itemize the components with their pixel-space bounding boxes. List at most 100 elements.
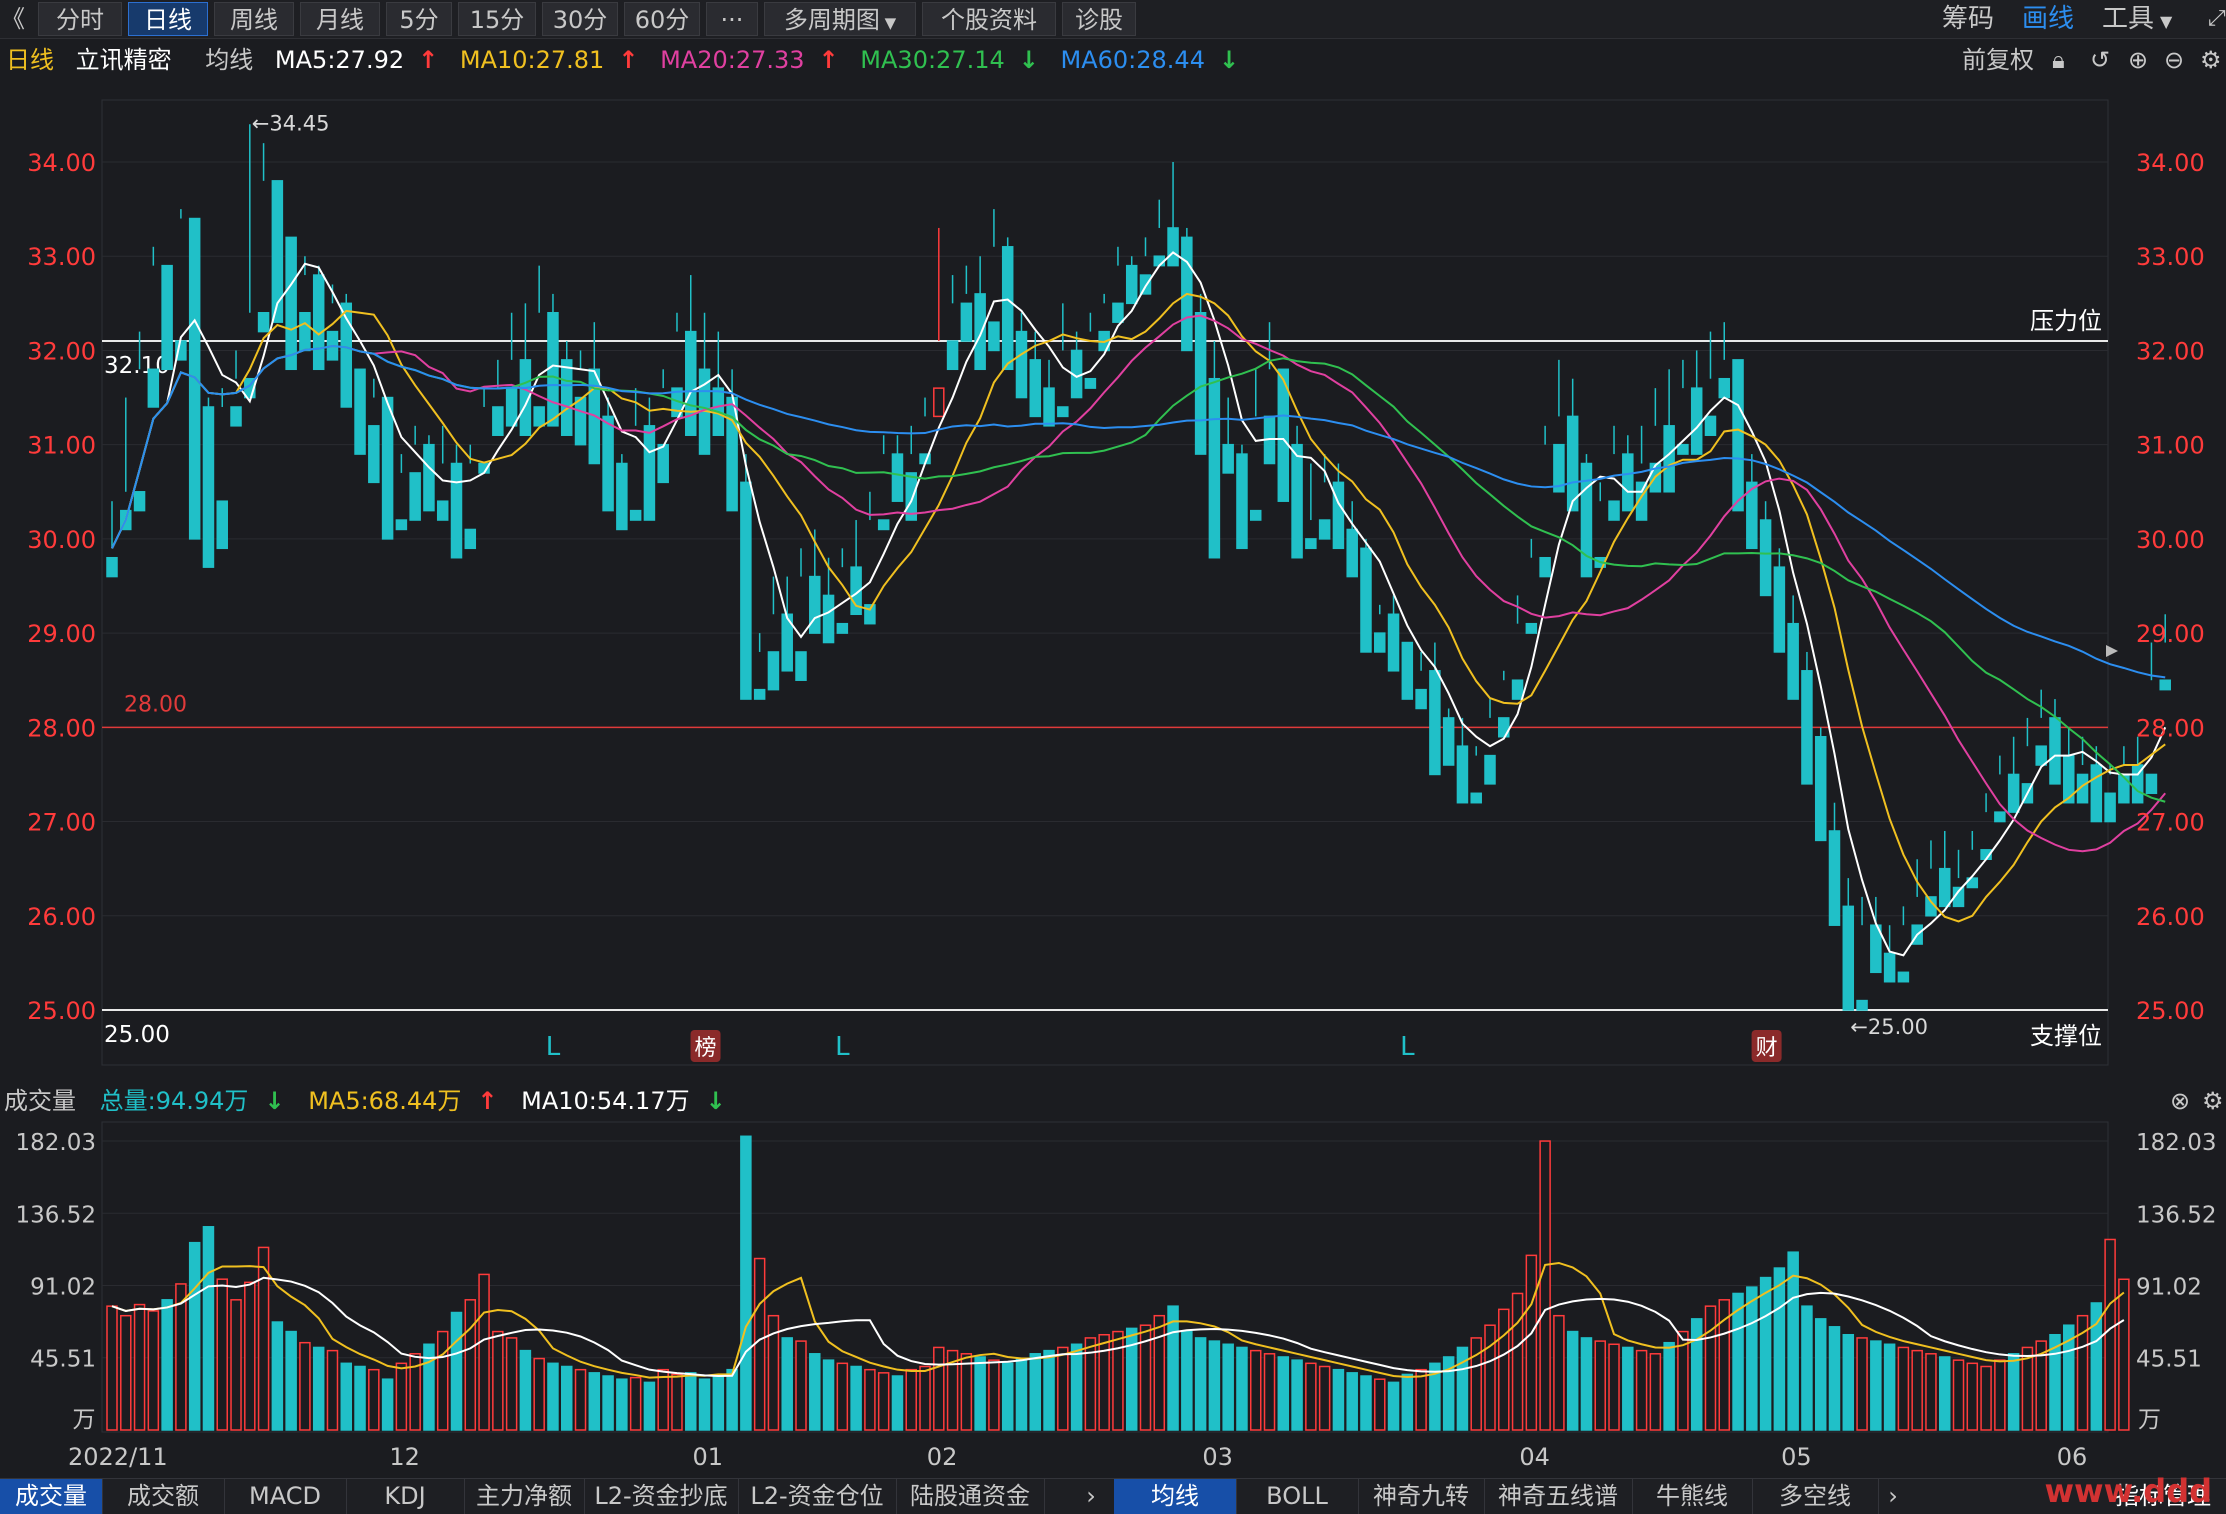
candle-body[interactable] (202, 406, 215, 568)
volume-bar[interactable] (1139, 1324, 1152, 1431)
candle-body[interactable] (436, 500, 449, 521)
candle-body[interactable] (877, 519, 890, 531)
volume-bar[interactable] (643, 1381, 656, 1431)
event-badge-bg[interactable] (1751, 1030, 1782, 1062)
volume-bar[interactable] (216, 1278, 228, 1431)
volume-bar[interactable] (2104, 1238, 2116, 1431)
volume-bar[interactable] (2118, 1278, 2130, 1431)
volume-bar[interactable] (1208, 1340, 1221, 1431)
volume-bar[interactable] (767, 1314, 780, 1431)
candle-body[interactable] (822, 594, 835, 644)
volume-bar[interactable] (1759, 1276, 1772, 1431)
candle-body[interactable] (1084, 377, 1097, 389)
volume-bar[interactable] (1360, 1375, 1372, 1431)
candle-body[interactable] (1001, 246, 1014, 371)
candle-body[interactable] (1704, 415, 1717, 436)
volume-bar[interactable] (781, 1337, 793, 1431)
volume-bar[interactable] (188, 1241, 201, 1431)
volume-bar[interactable] (1746, 1286, 1758, 1431)
candle-body[interactable] (809, 575, 821, 634)
volume-bar[interactable] (629, 1376, 642, 1431)
volume-bar[interactable] (1167, 1305, 1179, 1431)
candle-body[interactable] (1814, 736, 1827, 842)
volume-bar[interactable] (1057, 1346, 1069, 1431)
candle-body[interactable] (1456, 745, 1469, 804)
candle-body[interactable] (767, 651, 780, 691)
volume-bar[interactable] (1649, 1353, 1662, 1431)
candle-body[interactable] (1677, 443, 1689, 455)
scroll-right-icon[interactable]: › (1888, 1482, 1898, 1510)
volume-bar[interactable] (395, 1362, 408, 1431)
candle-body[interactable] (2159, 679, 2171, 691)
candle-body[interactable] (1057, 406, 1069, 418)
volume-bar[interactable] (1732, 1292, 1744, 1431)
volume-bar[interactable] (588, 1372, 601, 1431)
volume-bar[interactable] (1608, 1343, 1620, 1431)
candle-body[interactable] (147, 368, 160, 408)
indicator-tab-5[interactable]: L2-资金抄底 (584, 1479, 739, 1514)
volume-bar[interactable] (1249, 1349, 1262, 1431)
candle-body[interactable] (533, 406, 545, 427)
volume-bar[interactable] (1374, 1378, 1386, 1431)
candle-body[interactable] (946, 340, 959, 371)
candle-body[interactable] (1580, 462, 1593, 578)
volume-bar[interactable] (464, 1299, 477, 1431)
volume-bar[interactable] (1635, 1349, 1648, 1431)
volume-bar[interactable] (1580, 1337, 1593, 1431)
candle-body[interactable] (685, 330, 697, 436)
tab-5[interactable]: 15分 (458, 2, 536, 36)
candle-body[interactable] (574, 396, 587, 446)
candle-body[interactable] (285, 236, 297, 371)
volume-bar[interactable] (202, 1226, 215, 1431)
candle-body[interactable] (492, 406, 504, 436)
candle-body[interactable] (1897, 971, 1910, 983)
candle-body[interactable] (2090, 764, 2103, 823)
candle-body[interactable] (1222, 443, 1234, 474)
candle-body[interactable] (450, 462, 463, 559)
candle-body[interactable] (133, 491, 146, 512)
volume-bar[interactable] (836, 1362, 849, 1431)
volume-bar[interactable] (1566, 1330, 1579, 1431)
candle-body[interactable] (891, 453, 904, 502)
volume-bar[interactable] (368, 1368, 380, 1431)
volume-bar[interactable] (891, 1375, 904, 1431)
candle-body[interactable] (643, 425, 656, 521)
volume-bar[interactable] (1043, 1349, 1055, 1431)
indicator-tab-2[interactable]: MACD (224, 1479, 347, 1514)
candle-body[interactable] (1029, 359, 1042, 418)
volume-bar[interactable] (1015, 1357, 1028, 1431)
candle-body[interactable] (1360, 547, 1372, 653)
candle-body[interactable] (1332, 481, 1345, 550)
ma-label[interactable]: 均线 (205, 46, 254, 74)
candle-body[interactable] (1938, 867, 1951, 908)
candle-body[interactable] (423, 443, 435, 512)
volume-bar[interactable] (753, 1257, 766, 1431)
volume-bar[interactable] (1677, 1330, 1689, 1431)
candle-body[interactable] (560, 359, 573, 436)
tab-8[interactable]: ··· (706, 2, 758, 36)
candle-body[interactable] (1442, 717, 1455, 766)
volume-bar[interactable] (1594, 1340, 1606, 1431)
candle-body[interactable] (1883, 952, 1896, 983)
back-button[interactable]: 《 (1, 5, 25, 33)
candle-body[interactable] (1759, 519, 1772, 597)
volume-bar[interactable] (1236, 1346, 1248, 1431)
candle-body[interactable] (1746, 481, 1758, 550)
tab-11[interactable]: 诊股 (1062, 2, 1136, 36)
volume-bar[interactable] (1153, 1314, 1166, 1431)
volume-bar[interactable] (1911, 1349, 1923, 1431)
volume-bar[interactable] (1222, 1343, 1234, 1431)
volume-bar[interactable] (1429, 1362, 1441, 1431)
candle-body[interactable] (1236, 453, 1248, 550)
volume-bar[interactable] (2035, 1340, 2047, 1431)
volume-bar[interactable] (1773, 1267, 1786, 1431)
candle-body[interactable] (740, 481, 752, 700)
close-icon[interactable]: ⊗ (2170, 1087, 2191, 1115)
volume-bar[interactable] (340, 1362, 353, 1431)
volume-bar[interactable] (505, 1337, 518, 1431)
volume-bar[interactable] (2007, 1353, 2020, 1431)
volume-bar[interactable] (877, 1372, 890, 1431)
candle-body[interactable] (1208, 377, 1221, 559)
volume-bar[interactable] (1346, 1372, 1358, 1431)
